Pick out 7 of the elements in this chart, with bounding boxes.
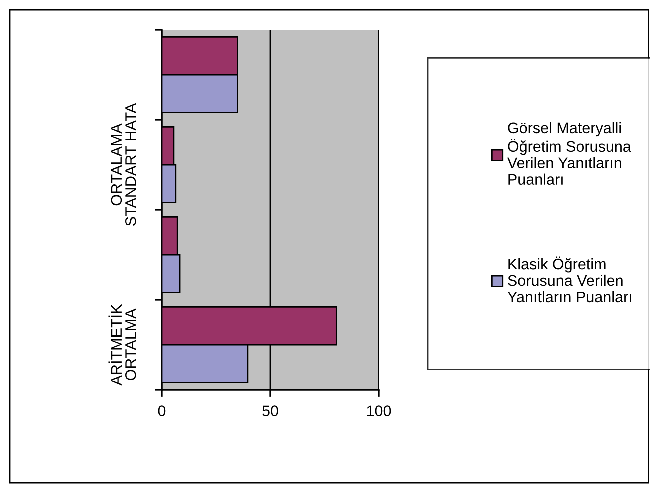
y-tick-label: ORTALAMA STANDART HATA bbox=[111, 103, 136, 226]
legend-label: Görsel Materyalli Öğretim Sorusuna Verilen Yanıtların Puanları bbox=[508, 122, 632, 186]
x-tick-label: 0 bbox=[158, 406, 166, 416]
legend-label: Klasik Öğretim Sorusuna Verilen Yanıtların Puanları bbox=[508, 256, 632, 303]
x-tick-label: 100 bbox=[367, 406, 392, 416]
x-tick-label: 50 bbox=[262, 406, 278, 416]
y-tick-label: ARİTMETİK ORTALMA bbox=[108, 304, 136, 386]
